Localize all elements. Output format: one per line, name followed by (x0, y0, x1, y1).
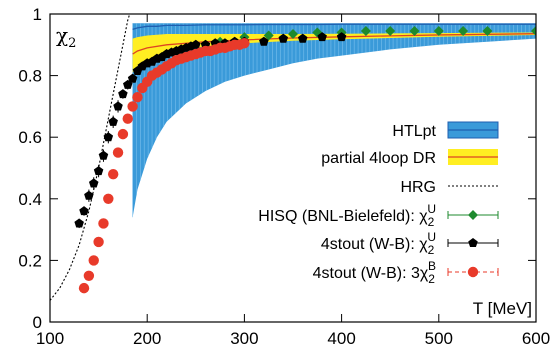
data-point (531, 25, 536, 36)
data-point (98, 218, 109, 229)
data-point (103, 193, 114, 204)
legend-marker (468, 210, 478, 220)
data-point (98, 150, 109, 160)
legend-label: 4stout (W-B): χ2U (321, 230, 436, 257)
data-point (385, 25, 396, 36)
data-point (259, 36, 269, 46)
data-point (74, 218, 84, 228)
data-point (263, 30, 274, 41)
legend: HTLpt partial 4loop DR HRG HISQ (BNL-Bielef… (258, 121, 499, 286)
axes: 100 200 300 400 500 600 0 0.2 0.4 0.6 0.8 1 (18, 5, 550, 348)
legend-entry-5: 4stout (W-B): 3χ2B (313, 259, 499, 286)
y-tick-label: 0.4 (18, 190, 42, 209)
plot-area (50, 14, 536, 301)
legend-entry-0: HTLpt (392, 121, 499, 140)
data-point (79, 206, 89, 216)
legend-label: HRG (400, 179, 436, 196)
data-point (409, 25, 420, 36)
data-point (317, 32, 327, 42)
data-point (117, 128, 129, 140)
data-point (458, 25, 469, 36)
series-points-2 (78, 38, 250, 294)
legend-label: 4stout (W-B): 3χ2B (313, 259, 436, 286)
data-point (336, 32, 347, 42)
data-point (127, 101, 138, 112)
x-tick-label: 200 (133, 329, 161, 348)
legend-label: partial 4loop DR (321, 150, 436, 167)
y-tick-label: 0 (33, 313, 42, 332)
data-point (112, 147, 124, 158)
data-point (191, 39, 201, 49)
data-point (482, 25, 493, 36)
plot-frame (49, 13, 537, 323)
legend-label: HTLpt (392, 123, 436, 140)
panel-label: χ2 (56, 23, 76, 51)
legend-entry-4: 4stout (W-B): χ2U (321, 230, 499, 257)
data-point (122, 113, 133, 124)
band-central-line (132, 23, 536, 31)
data-point (239, 38, 250, 49)
data-point (88, 178, 99, 188)
legend-marker (468, 238, 478, 248)
x-tick-label: 300 (230, 329, 258, 348)
legend-entry-3: HISQ (BNL-Bielefeld): χ2U (258, 202, 499, 229)
hrg-line (50, 14, 131, 301)
x-tick-label: 500 (425, 329, 453, 348)
x-tick-label: 100 (36, 329, 64, 348)
data-point (107, 168, 119, 180)
x-tick-label: 400 (327, 329, 355, 348)
data-point (108, 116, 118, 126)
data-point (288, 29, 298, 40)
y-tick-label: 1 (33, 5, 42, 24)
data-point (360, 25, 371, 36)
data-point (278, 33, 289, 43)
y-tick-label: 0.8 (18, 67, 42, 86)
data-point (103, 132, 114, 142)
data-point (297, 33, 308, 43)
legend-entry-1: partial 4loop DR (321, 149, 498, 167)
data-point (433, 25, 444, 36)
data-point (127, 73, 138, 83)
data-point (93, 236, 104, 248)
data-point (88, 255, 99, 266)
data-point (83, 270, 95, 281)
x-axis-title: T [MeV] (473, 299, 532, 318)
x-tick-label: 600 (522, 329, 550, 348)
data-point (132, 91, 143, 103)
legend-entry-2: HRG (400, 179, 498, 196)
y-tick-label: 0.6 (18, 128, 42, 147)
data-point (78, 282, 90, 294)
data-point (93, 166, 104, 176)
data-point (84, 190, 94, 200)
legend-label: HISQ (BNL-Bielefeld): χ2U (258, 202, 436, 229)
data-point (118, 89, 128, 99)
legend-marker (467, 266, 479, 278)
y-tick-label: 0.2 (18, 251, 42, 270)
data-point (113, 101, 123, 111)
